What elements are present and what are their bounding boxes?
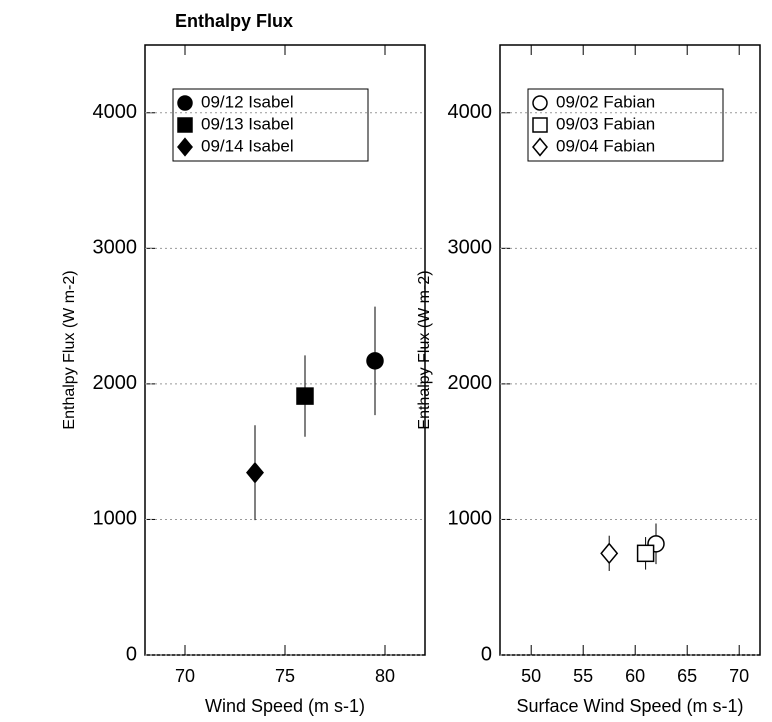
y-tick-label: 3000 <box>93 237 138 259</box>
x-tick-label: 65 <box>677 666 697 686</box>
legend-label: 09/13 Isabel <box>201 114 294 133</box>
legend-label: 09/03 Fabian <box>556 114 655 133</box>
legend-label: 09/04 Fabian <box>556 136 655 155</box>
y-tick-label: 4000 <box>448 101 493 123</box>
legend-label: 09/14 Isabel <box>201 136 294 155</box>
y-axis-label: Enthalpy Flux (W m-2) <box>416 270 433 429</box>
chart-title: Enthalpy Flux <box>175 11 293 31</box>
y-axis-label: Enthalpy Flux (W m-2) <box>61 270 78 429</box>
marker <box>600 542 619 565</box>
legend-marker <box>532 117 548 133</box>
y-tick-label: 1000 <box>93 508 138 530</box>
y-tick-label: 0 <box>126 643 137 665</box>
y-tick-label: 1000 <box>448 508 493 530</box>
x-tick-label: 55 <box>573 666 593 686</box>
marker <box>296 387 314 405</box>
legend-marker <box>177 137 193 157</box>
legend-marker <box>532 95 548 111</box>
x-tick-label: 70 <box>175 666 195 686</box>
marker <box>246 461 264 484</box>
legend-marker <box>177 117 193 133</box>
y-tick-label: 2000 <box>93 372 138 394</box>
x-tick-label: 50 <box>521 666 541 686</box>
y-tick-label: 2000 <box>448 372 493 394</box>
legend-marker <box>532 137 548 157</box>
legend-label: 09/02 Fabian <box>556 92 655 111</box>
legend-box <box>172 88 369 162</box>
x-tick-label: 75 <box>275 666 295 686</box>
x-axis-label: Wind Speed (m s-1) <box>205 696 365 716</box>
y-tick-label: 4000 <box>93 101 138 123</box>
marker <box>636 544 655 563</box>
x-axis-label: Surface Wind Speed (m s-1) <box>516 696 743 716</box>
x-tick-label: 60 <box>625 666 645 686</box>
x-tick-label: 70 <box>729 666 749 686</box>
marker <box>366 352 384 370</box>
y-tick-label: 0 <box>481 643 492 665</box>
legend-marker <box>177 95 193 111</box>
legend-box <box>527 88 724 162</box>
y-tick-label: 3000 <box>448 237 493 259</box>
x-tick-label: 80 <box>375 666 395 686</box>
legend-label: 09/12 Isabel <box>201 92 294 111</box>
